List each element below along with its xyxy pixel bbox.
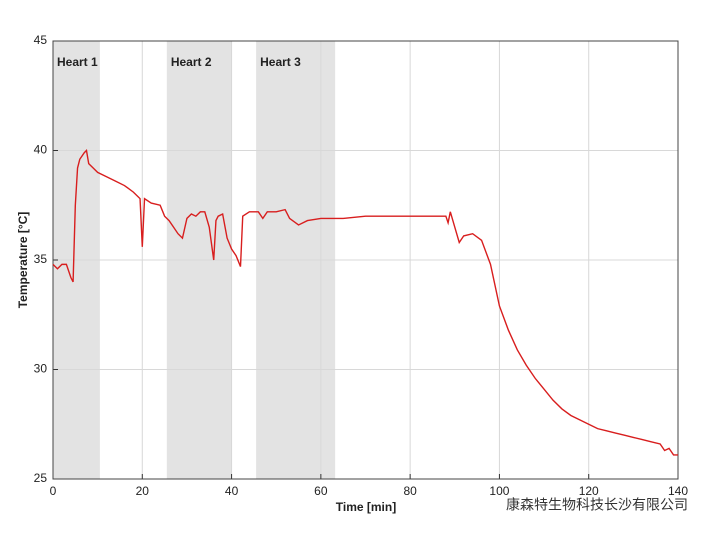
watermark: 康森特生物科技长沙有限公司	[506, 497, 688, 513]
x-tick-label: 80	[403, 484, 417, 498]
region-label: Heart 3	[260, 55, 301, 69]
x-tick-label: 20	[136, 484, 150, 498]
x-tick-label: 60	[314, 484, 328, 498]
y-tick-label: 30	[34, 362, 48, 376]
region-label: Heart 1	[57, 55, 98, 69]
y-tick-label: 25	[34, 471, 48, 485]
region-label: Heart 2	[171, 55, 212, 69]
x-tick-label: 140	[668, 484, 688, 498]
x-axis-label: Time [min]	[336, 500, 396, 514]
y-tick-label: 40	[34, 143, 48, 157]
plot-frame	[52, 40, 679, 480]
temperature-line	[52, 149, 678, 456]
x-tick-label: 0	[50, 484, 57, 498]
x-tick-label: 100	[489, 484, 509, 498]
y-tick-label: 45	[34, 33, 48, 47]
x-tick-label: 40	[225, 484, 239, 498]
y-axis-label: Temperature [°C]	[16, 212, 30, 309]
x-tick-label: 120	[579, 484, 599, 498]
y-tick-label: 35	[34, 252, 48, 266]
